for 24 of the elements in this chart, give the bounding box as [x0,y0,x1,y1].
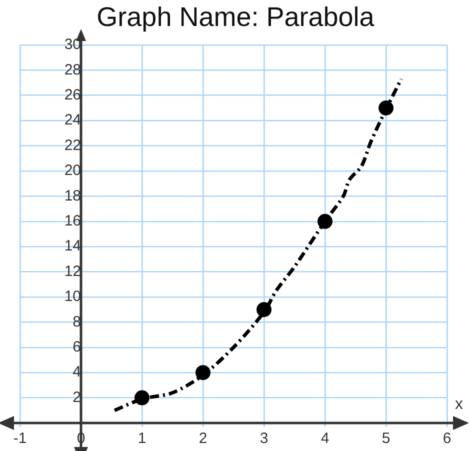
y-tick-label: 8 [72,313,81,330]
y-tick-label: 10 [64,288,81,306]
x-tick-label: 6 [442,430,452,448]
y-tick-label: 6 [72,338,81,356]
x-tick-label: 2 [198,430,208,448]
y-tick-label: 12 [64,262,81,280]
x-tick-label: -1 [13,430,27,448]
x-tick-label: 3 [260,430,268,448]
line-series [112,77,403,412]
y-tick-label: 16 [64,212,81,230]
x-tick-label: 4 [320,430,330,448]
x-tick-label: 5 [382,430,390,448]
y-tick-label: 22 [64,136,81,154]
x-tick-label: 1 [138,430,146,448]
y-tick-label: 4 [72,364,81,381]
y-tick-label: 20 [64,162,81,180]
y-tick-label: 28 [64,61,81,78]
x-axis-title: x [455,396,463,413]
y-tick-label: 26 [64,86,81,104]
y-tick-label: 24 [64,112,81,129]
y-tick-label: 14 [64,238,81,255]
y-tick-label: 18 [64,187,81,204]
y-tick-label: 2 [72,388,81,406]
chart-title: Graph Name: Parabola [96,1,376,34]
